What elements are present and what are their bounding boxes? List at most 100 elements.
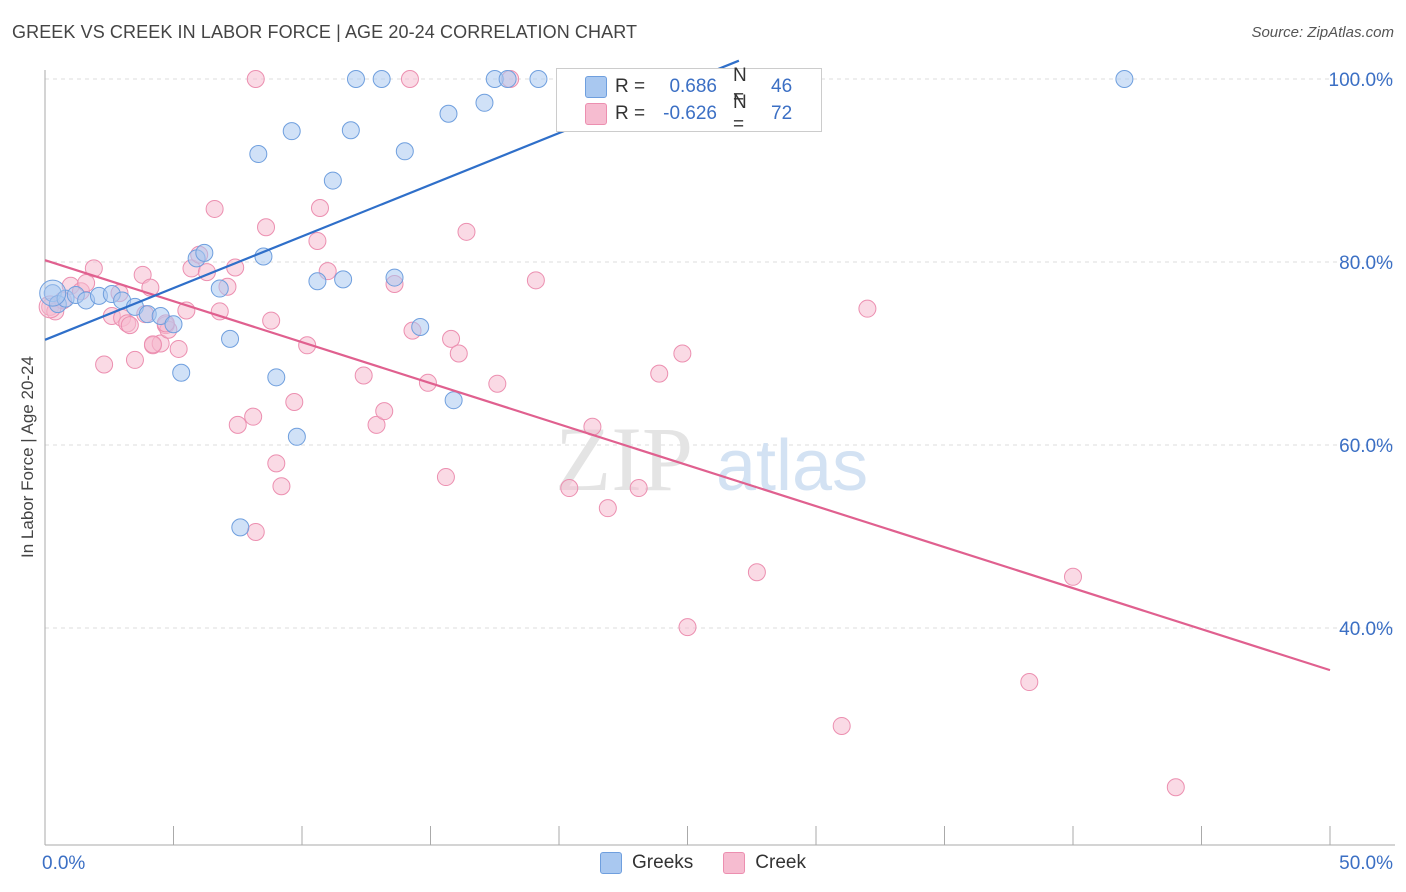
- greeks-point: [172, 363, 191, 382]
- creek-r-label: R =: [615, 103, 646, 124]
- greeks-point: [411, 317, 430, 336]
- creek-point: [267, 454, 286, 473]
- legend-item-greeks[interactable]: Greeks: [600, 852, 693, 874]
- creek-n-value: 72: [771, 103, 793, 124]
- creek-point: [747, 563, 766, 582]
- creek-point: [310, 199, 329, 218]
- greeks-point: [529, 70, 548, 88]
- legend-creek-label: Creek: [755, 852, 806, 873]
- greeks-n-label: N =: [733, 65, 747, 108]
- creek-point: [143, 335, 162, 354]
- watermark-zip: ZIP: [555, 408, 693, 510]
- y-tick-label: 60.0%: [1339, 436, 1393, 457]
- creek-point: [457, 222, 476, 241]
- creek-point: [449, 344, 468, 363]
- creek-point: [169, 339, 188, 358]
- legend-greeks-label: Greeks: [632, 852, 694, 873]
- greeks-n-value: 46: [771, 76, 793, 97]
- greeks-point: [1115, 70, 1134, 88]
- legend-creek-swatch: [723, 852, 746, 874]
- creek-point: [354, 366, 373, 385]
- creek-point: [205, 199, 224, 218]
- greeks-r-label: R =: [615, 76, 646, 97]
- greeks-point: [267, 368, 286, 387]
- creek-point: [298, 336, 317, 355]
- greeks-point: [151, 307, 170, 326]
- greeks-point: [334, 270, 353, 289]
- watermark-atlas: atlas: [716, 426, 868, 506]
- creek-n-label: N =: [733, 92, 747, 135]
- greeks-point: [308, 272, 327, 291]
- greeks-point-cluster: [39, 279, 67, 307]
- legend-greeks-swatch: [600, 852, 623, 874]
- creek-point: [1064, 567, 1082, 586]
- creek-point: [246, 70, 265, 88]
- axes: [44, 70, 1395, 846]
- trend-lines: [44, 59, 1331, 672]
- source-label: Source: ZipAtlas.com: [1251, 24, 1394, 41]
- creek-point: [375, 402, 394, 421]
- greeks-point: [231, 518, 250, 537]
- creek-point: [560, 479, 579, 498]
- legend-item-creek[interactable]: Creek: [723, 852, 806, 874]
- y-tick-label: 100.0%: [1329, 70, 1394, 91]
- creek-swatch: [585, 103, 607, 125]
- legend: Greeks Creek: [0, 852, 1406, 874]
- greeks-point: [249, 145, 268, 164]
- greeks-point: [498, 70, 517, 88]
- creek-point: [526, 271, 545, 290]
- creek-point: [95, 355, 114, 374]
- x-tick-label: 50.0%: [1339, 853, 1393, 874]
- greeks-point: [221, 329, 240, 348]
- creek-point: [488, 374, 507, 393]
- greeks-point: [323, 171, 342, 190]
- greeks-point: [195, 243, 214, 262]
- greeks-point: [395, 142, 414, 161]
- creek-point: [832, 716, 851, 735]
- chart-title: GREEK VS CREEK IN LABOR FORCE | AGE 20-2…: [12, 22, 638, 42]
- creek-point: [272, 477, 291, 496]
- creek-point: [308, 231, 327, 250]
- greeks-swatch: [585, 76, 607, 98]
- creek-point: [598, 499, 617, 518]
- greeks-point: [475, 93, 494, 112]
- greeks-r-value: 0.686: [669, 76, 717, 97]
- creek-point: [436, 468, 455, 487]
- creek-point: [120, 316, 139, 335]
- greeks-point: [372, 70, 391, 88]
- creek-point: [629, 479, 648, 498]
- creek-point: [400, 70, 419, 88]
- creek-point: [285, 393, 304, 412]
- creek-point: [1166, 778, 1185, 797]
- greeks-point: [444, 391, 463, 410]
- creek-point: [650, 364, 669, 383]
- creek-point: [84, 259, 103, 278]
- stats-box: R = 0.686 N = 46 R = -0.626 N = 72: [556, 65, 822, 135]
- creek-point: [673, 344, 692, 363]
- x-tick-label: 0.0%: [42, 853, 85, 874]
- greeks-point: [439, 104, 458, 123]
- greeks-point: [385, 268, 404, 287]
- gridlines: [45, 78, 1395, 629]
- creek-point: [442, 329, 461, 348]
- greeks-point: [164, 315, 183, 334]
- creek-point: [246, 522, 265, 541]
- creek-point: [858, 299, 877, 318]
- creek-point: [125, 350, 144, 369]
- tick-labels: 100.0% 80.0% 60.0% 40.0% 0.0% 50.0%: [42, 70, 1393, 874]
- creek-point: [678, 618, 697, 637]
- greeks-point: [341, 121, 360, 140]
- creek-point: [1020, 673, 1039, 692]
- greeks-point: [346, 70, 365, 88]
- y-tick-label: 80.0%: [1339, 253, 1393, 274]
- y-tick-label: 40.0%: [1339, 619, 1393, 640]
- creek-point: [257, 218, 276, 237]
- greeks-point: [210, 279, 229, 298]
- creek-point: [228, 415, 247, 434]
- greeks-point: [282, 122, 301, 141]
- creek-r-value: -0.626: [663, 103, 717, 124]
- creek-trend-line: [44, 259, 1331, 672]
- y-axis-title: In Labor Force | Age 20-24: [18, 356, 37, 558]
- creek-point: [262, 311, 281, 330]
